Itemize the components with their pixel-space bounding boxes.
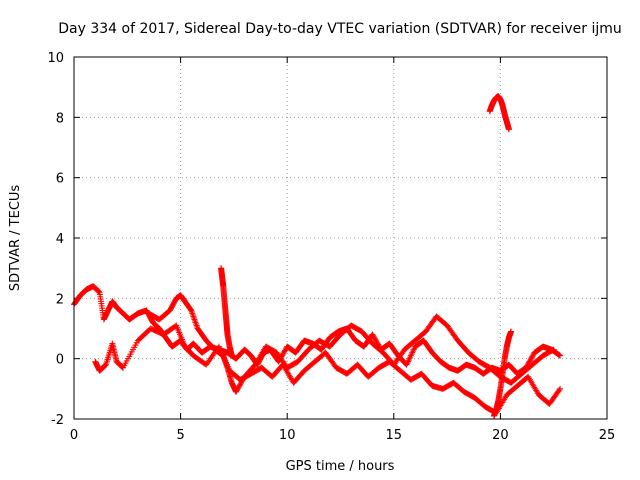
data-point [555, 351, 562, 358]
data-point [282, 347, 289, 354]
y-tick-label: 2 [56, 292, 64, 307]
data-point [526, 358, 533, 365]
data-point [370, 334, 377, 341]
data-point [279, 351, 286, 358]
data-point [191, 316, 198, 323]
data-point [550, 346, 557, 353]
data-point [528, 354, 535, 361]
data-point [233, 388, 240, 395]
data-point [235, 385, 242, 392]
series-arc-4 [218, 265, 235, 359]
data-point [527, 357, 534, 364]
series-arc-5 [486, 93, 512, 133]
x-tick-label: 25 [599, 428, 616, 443]
data-point [281, 348, 288, 355]
x-tick-label: 15 [386, 428, 403, 443]
y-tick-label: 0 [56, 353, 64, 368]
data-point [190, 313, 197, 320]
data-point [235, 383, 242, 390]
data-point [192, 319, 199, 326]
data-point [189, 311, 196, 318]
data-point [239, 377, 246, 384]
x-tick-label: 10 [279, 428, 296, 443]
data-point [233, 387, 240, 394]
series-arc-2 [92, 322, 564, 416]
data-point [372, 336, 379, 343]
data-point [236, 382, 243, 389]
data-point [373, 339, 380, 346]
y-tick-label: 6 [56, 172, 64, 187]
series-arc-6 [491, 328, 515, 419]
data-point [234, 386, 241, 393]
data-point [530, 352, 537, 359]
data-point [525, 359, 532, 366]
x-tick-label: 5 [176, 428, 184, 443]
data-point [237, 381, 244, 388]
data-point [280, 349, 287, 356]
y-tick-label: -2 [51, 413, 64, 428]
x-tick-label: 0 [70, 428, 78, 443]
data-point [240, 376, 247, 383]
data-point [556, 387, 563, 394]
y-tick-label: 8 [56, 111, 64, 126]
data-point [371, 335, 378, 342]
data-point [556, 352, 563, 359]
x-axis-label: GPS time / hours [286, 459, 395, 474]
series-arc-3 [145, 292, 557, 395]
data-point [193, 320, 200, 327]
plot-frame [73, 56, 608, 420]
data-point [373, 337, 380, 344]
data-point [549, 347, 556, 354]
data-points [71, 93, 564, 419]
data-point [505, 126, 512, 133]
data-point [557, 385, 564, 392]
data-point [508, 328, 515, 335]
data-point [96, 288, 103, 295]
data-point [369, 331, 376, 338]
y-axis-label: SDTVAR / TECUs [8, 185, 23, 292]
y-tick-label: 4 [56, 232, 64, 247]
chart-title: Day 334 of 2017, Sidereal Day-to-day VTE… [58, 21, 622, 37]
data-point [529, 353, 536, 360]
data-point [228, 352, 235, 359]
data-point [238, 380, 245, 387]
data-point [238, 378, 245, 385]
data-point [190, 314, 197, 321]
grid-lines [74, 57, 607, 419]
x-tick-label: 20 [492, 428, 509, 443]
data-point [527, 355, 534, 362]
y-tick-label: 10 [47, 51, 64, 66]
data-point [95, 288, 102, 295]
data-point [191, 317, 198, 324]
data-point [370, 332, 377, 339]
data-point [557, 352, 564, 359]
